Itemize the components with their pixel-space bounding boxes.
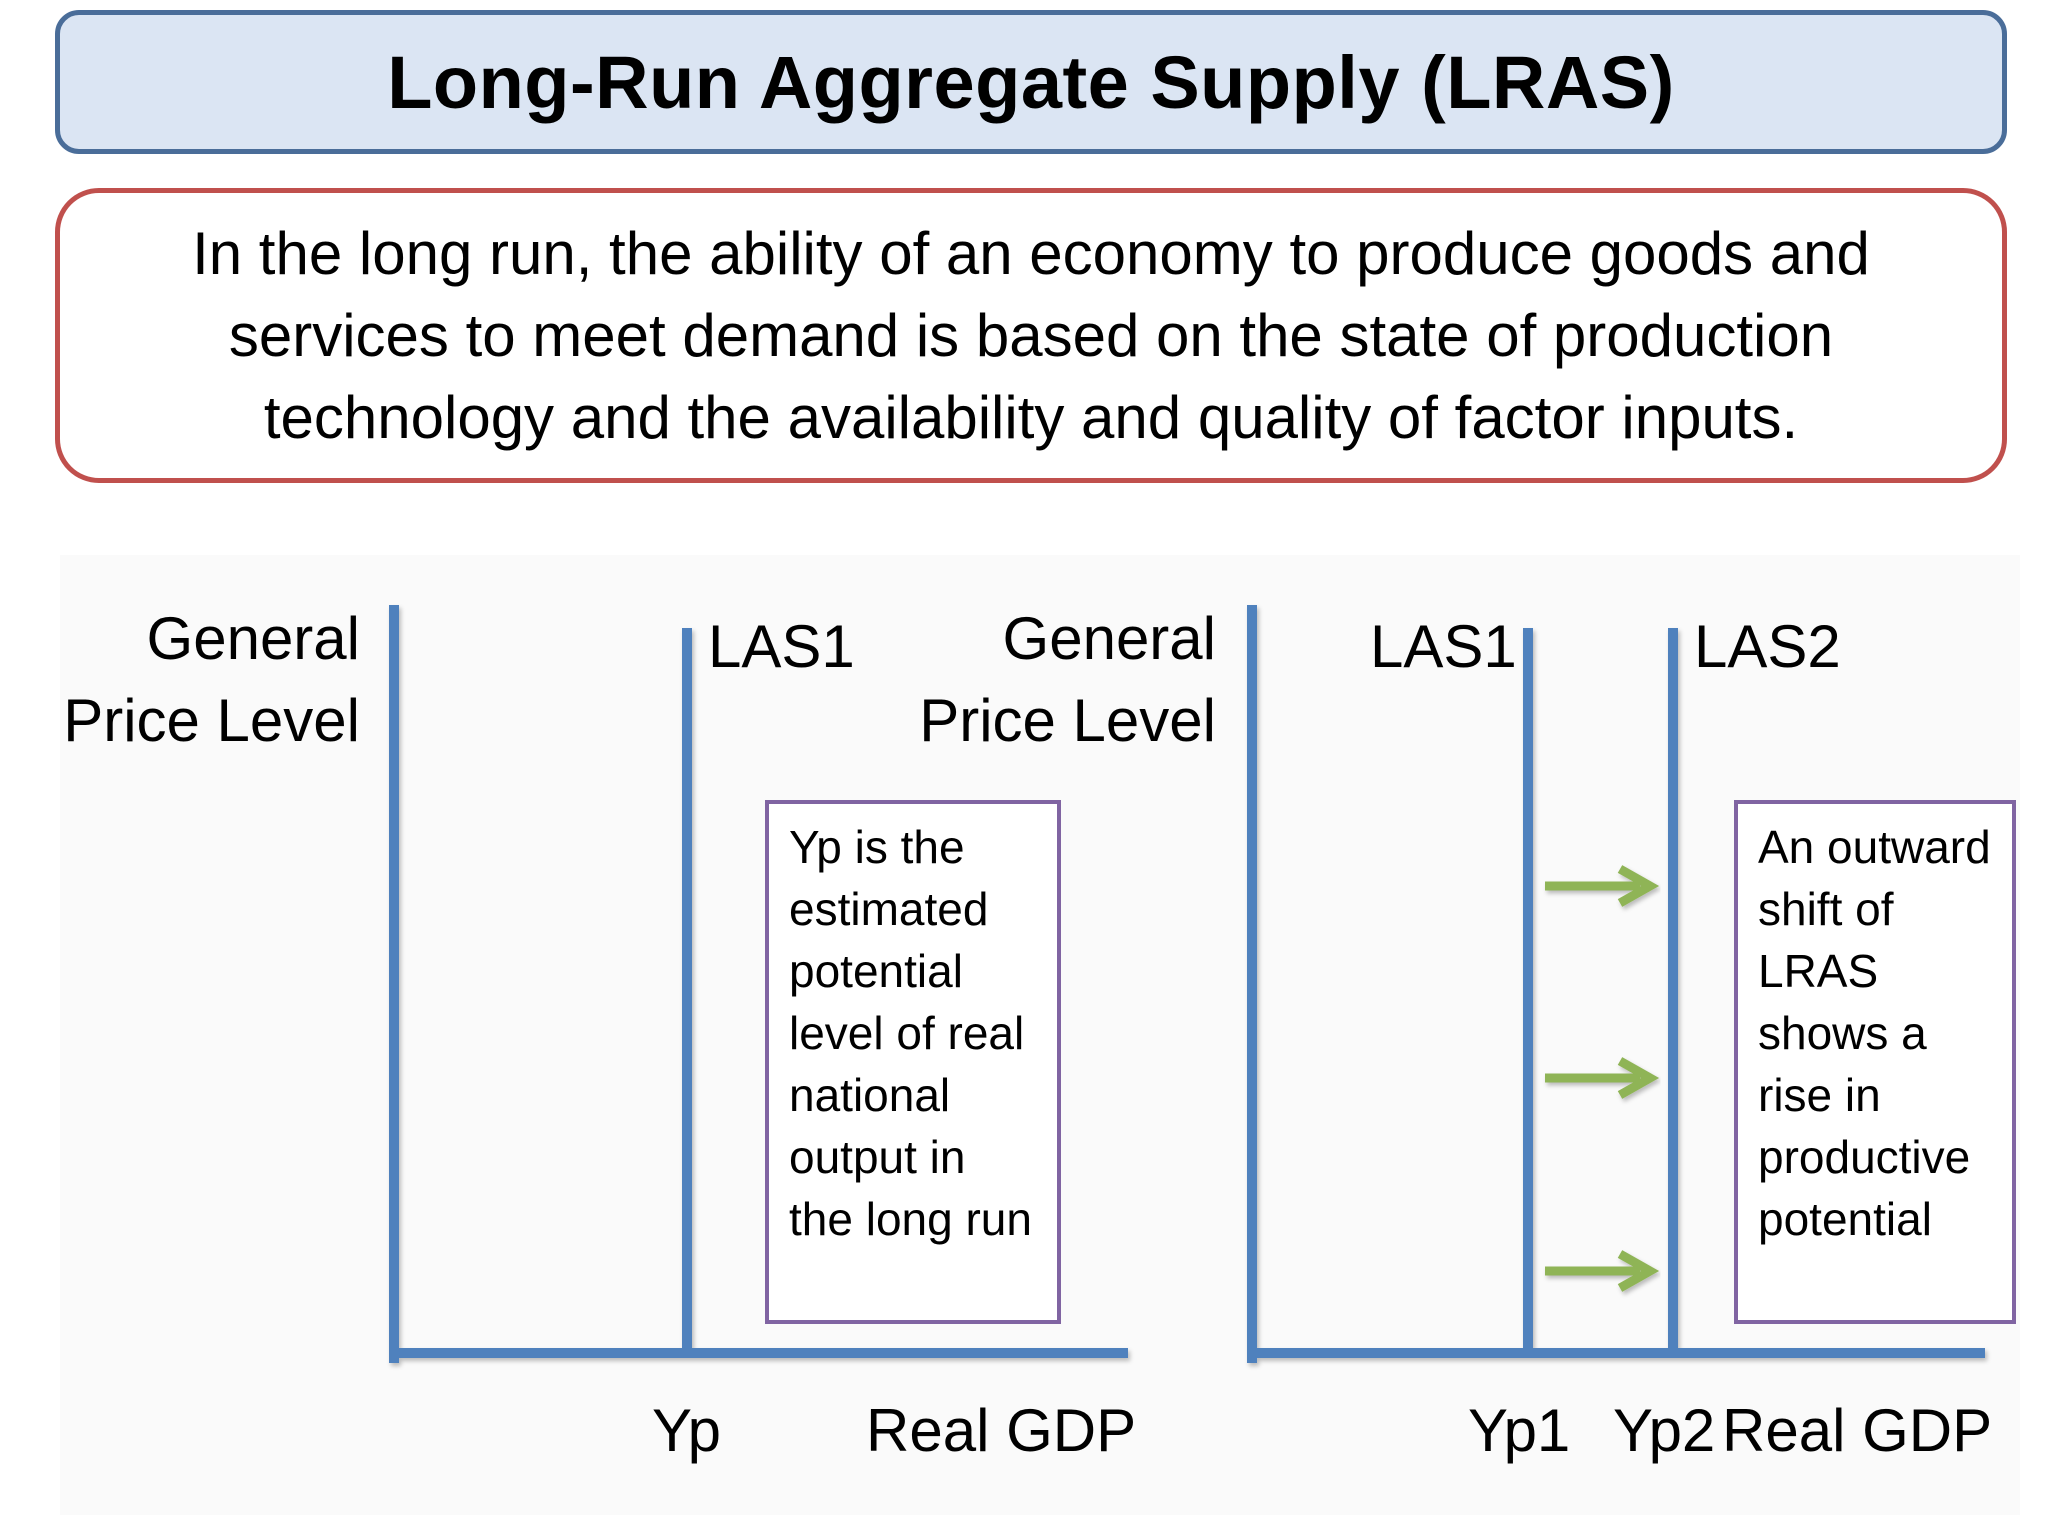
intro-box: In the long run, the ability of an econo… xyxy=(55,188,2007,483)
right-arrow-icon xyxy=(1545,1057,1660,1099)
right-note-box: An outward shift of LRAS shows a rise in… xyxy=(1734,800,2016,1324)
right-axes xyxy=(1247,605,1985,1363)
left-y-axis-label: General Price Level xyxy=(63,605,360,754)
right-las1-label: LAS1 xyxy=(1370,613,1517,680)
left-x-axis-label: Real GDP xyxy=(866,1397,1137,1464)
right-arrow-icon xyxy=(1545,865,1660,907)
right-x-tick-yp1: Yp1 xyxy=(1468,1397,1571,1464)
page-title: Long-Run Aggregate Supply (LRAS) xyxy=(387,40,1675,124)
left-las1-label: LAS1 xyxy=(708,613,855,680)
left-note-box: Yp is the estimated potential level of r… xyxy=(765,800,1061,1324)
right-las2-label: LAS2 xyxy=(1694,613,1841,680)
right-x-axis-label: Real GDP xyxy=(1722,1397,1993,1464)
right-y-axis-label: General Price Level xyxy=(919,605,1216,754)
intro-text: In the long run, the ability of an econo… xyxy=(192,219,1870,451)
left-axes xyxy=(389,605,1128,1363)
shift-arrows xyxy=(1545,865,1660,1292)
title-banner: Long-Run Aggregate Supply (LRAS) xyxy=(55,10,2007,154)
right-x-tick-yp2: Yp2 xyxy=(1613,1397,1716,1464)
right-arrow-icon xyxy=(1545,1250,1660,1292)
left-x-tick-yp: Yp xyxy=(652,1397,721,1464)
